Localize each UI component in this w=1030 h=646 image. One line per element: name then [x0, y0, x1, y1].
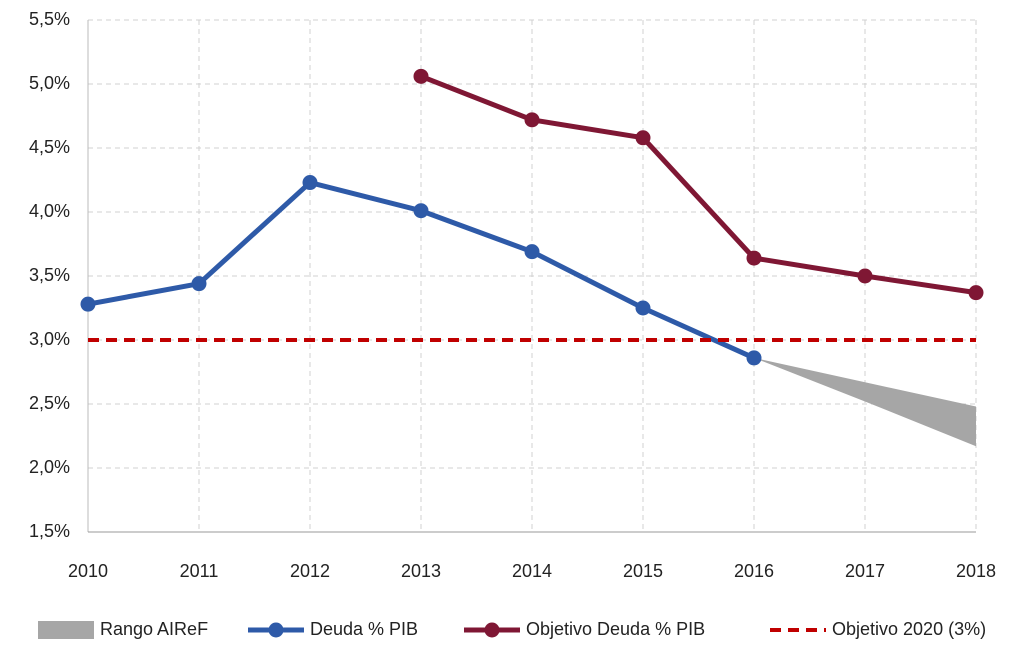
- range-band: [754, 357, 976, 447]
- data-point: [524, 244, 540, 260]
- y-tick-label: 1,5%: [29, 521, 70, 541]
- legend-marker: [268, 622, 284, 638]
- legend-swatch: [38, 621, 94, 639]
- data-point: [746, 350, 762, 366]
- x-tick-label: 2012: [290, 561, 330, 581]
- data-point: [857, 268, 873, 284]
- x-tick-label: 2018: [956, 561, 996, 581]
- legend-label: Rango AIReF: [100, 619, 208, 639]
- x-tick-label: 2010: [68, 561, 108, 581]
- legend-label: Objetivo Deuda % PIB: [526, 619, 705, 639]
- legend-label: Objetivo 2020 (3%): [832, 619, 986, 639]
- data-point: [635, 300, 651, 316]
- y-tick-label: 3,5%: [29, 265, 70, 285]
- x-tick-label: 2014: [512, 561, 552, 581]
- data-point: [191, 276, 207, 292]
- series-line: [420, 73, 977, 296]
- legend-label: Deuda % PIB: [310, 619, 418, 639]
- x-tick-label: 2017: [845, 561, 885, 581]
- y-tick-label: 3,0%: [29, 329, 70, 349]
- y-tick-label: 5,0%: [29, 73, 70, 93]
- data-point: [413, 68, 429, 84]
- legend-marker: [484, 622, 500, 638]
- x-tick-label: 2011: [180, 561, 219, 581]
- x-tick-label: 2016: [734, 561, 774, 581]
- y-tick-label: 2,5%: [29, 393, 70, 413]
- x-tick-label: 2013: [401, 561, 441, 581]
- y-tick-label: 5,5%: [29, 9, 70, 29]
- data-point: [635, 130, 651, 146]
- data-point: [524, 112, 540, 128]
- y-tick-label: 2,0%: [29, 457, 70, 477]
- data-point: [968, 285, 984, 301]
- data-point: [746, 250, 762, 266]
- x-tick-label: 2015: [623, 561, 663, 581]
- y-tick-label: 4,5%: [29, 137, 70, 157]
- data-point: [302, 175, 318, 191]
- y-tick-label: 4,0%: [29, 201, 70, 221]
- data-point: [413, 203, 429, 219]
- data-point: [80, 296, 96, 312]
